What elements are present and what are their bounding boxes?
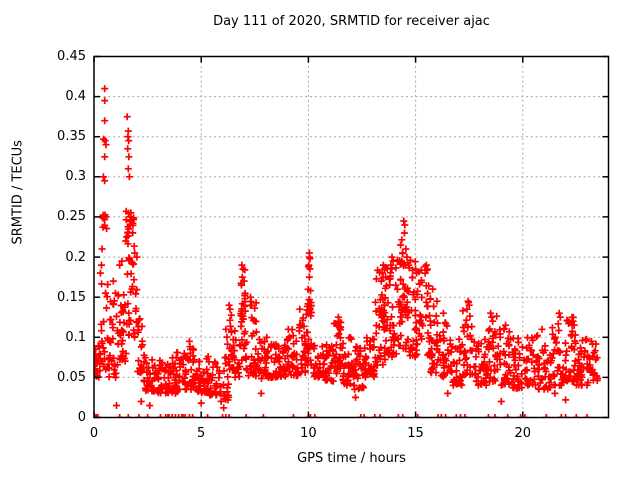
x-tick-label-0: 0	[89, 426, 99, 441]
x-tick-label-20: 20	[514, 426, 532, 441]
chart-title: Day 111 of 2020, SRMTID for receiver aja…	[213, 14, 490, 29]
y-tick-label-0.3: 0.3	[65, 169, 86, 185]
x-tick-label-10: 10	[300, 426, 317, 441]
y-tick-label-0.15: 0.15	[57, 289, 86, 305]
axis-ticks	[93, 55, 609, 419]
y-tick-label-0.1: 0.1	[65, 329, 86, 345]
x-tick-label-5: 5	[197, 426, 206, 441]
x-tick-label-15: 15	[407, 426, 424, 441]
y-tick-label-0.45: 0.45	[57, 49, 86, 64]
x-axis-label: GPS time / hours	[297, 451, 406, 466]
y-tick-label-0.35: 0.35	[57, 129, 86, 145]
y-tick-label-0.2: 0.2	[65, 249, 86, 265]
plot-frame	[93, 55, 610, 419]
data-points	[94, 85, 602, 418]
y-tick-label-0.4: 0.4	[65, 89, 86, 105]
y-tick-label-0.25: 0.25	[57, 209, 86, 225]
y-tick-label-0.05: 0.05	[57, 369, 86, 385]
y-tick-label-0: 0	[77, 410, 86, 425]
